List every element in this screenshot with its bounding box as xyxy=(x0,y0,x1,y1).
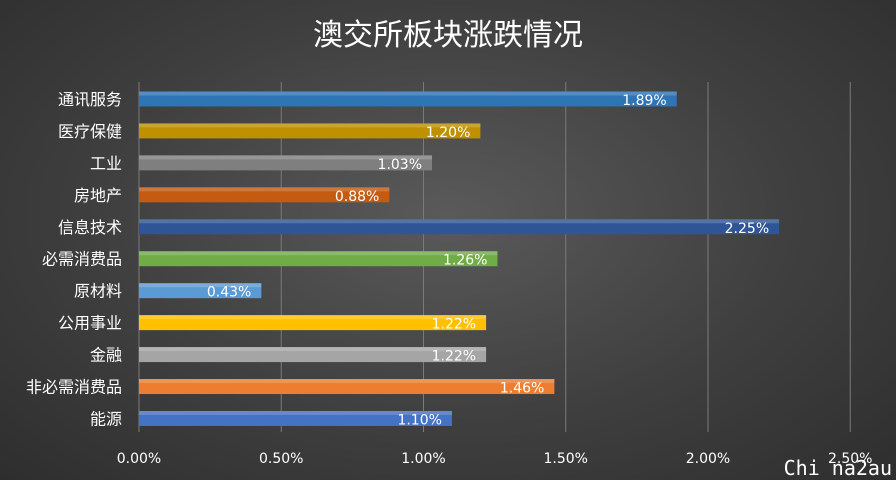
x-tick-label: 1.50% xyxy=(544,451,588,467)
watermark: Chi na2au xyxy=(784,456,892,480)
data-label: 2.25% xyxy=(725,221,769,237)
bar xyxy=(139,123,481,139)
bar xyxy=(139,347,487,363)
bar xyxy=(139,315,487,331)
data-label: 1.03% xyxy=(378,157,422,173)
x-tick-label: 2.50% xyxy=(828,451,872,467)
data-label: 1.46% xyxy=(500,381,544,397)
x-tick-label: 0.00% xyxy=(117,451,161,467)
bar-highlight xyxy=(139,91,677,96)
data-label: 1.22% xyxy=(432,349,476,365)
data-label: 1.89% xyxy=(622,93,666,109)
bar xyxy=(139,155,433,171)
bar-highlight xyxy=(139,123,481,128)
data-label: 0.43% xyxy=(207,285,251,301)
x-tick-labels: 0.00% 0.50% 1.00% 1.50% 2.00% 2.50% xyxy=(117,451,873,467)
category-label: 能源 xyxy=(90,409,122,428)
category-label: 公用事业 xyxy=(58,314,122,333)
bar xyxy=(139,283,262,299)
bar xyxy=(139,187,390,203)
bar-highlight xyxy=(139,347,487,352)
category-label: 医疗保健 xyxy=(58,122,122,141)
data-label: 1.26% xyxy=(443,253,487,269)
bar xyxy=(139,251,498,267)
bar xyxy=(139,379,555,395)
x-tick-label: 0.50% xyxy=(259,451,303,467)
category-label: 房地产 xyxy=(74,186,122,205)
bars: 1.89% 1.20%1.03% 0.88% 2.25% 1.26% 0.43% 1.22%… xyxy=(139,91,780,428)
bar-highlight xyxy=(139,219,780,224)
bar-highlight xyxy=(139,155,433,160)
bar-highlight xyxy=(139,283,262,288)
bar-highlight xyxy=(139,410,452,415)
category-label: 通讯服务 xyxy=(58,90,122,109)
x-tick-label: 2.00% xyxy=(686,451,730,467)
category-label: 必需消费品 xyxy=(42,250,122,269)
category-label: 工业 xyxy=(90,154,122,173)
bar xyxy=(139,219,780,235)
bar xyxy=(139,410,452,426)
data-label: 1.20% xyxy=(426,125,470,141)
data-label: 0.88% xyxy=(335,189,379,205)
bar xyxy=(139,91,677,107)
category-label: 原材料 xyxy=(74,282,122,301)
bar-highlight xyxy=(139,379,555,384)
data-label: 1.10% xyxy=(397,412,441,428)
x-tick-label: 1.00% xyxy=(401,451,445,467)
chart-title: 澳交所板块涨跌情况 xyxy=(313,18,583,53)
category-label: 非必需消费品 xyxy=(26,378,122,397)
category-label: 金融 xyxy=(90,346,122,365)
bar-highlight xyxy=(139,315,487,320)
data-label: 1.22% xyxy=(432,317,476,333)
bar-highlight xyxy=(139,251,498,256)
category-label: 信息技术 xyxy=(58,218,122,237)
bar-highlight xyxy=(139,187,390,192)
